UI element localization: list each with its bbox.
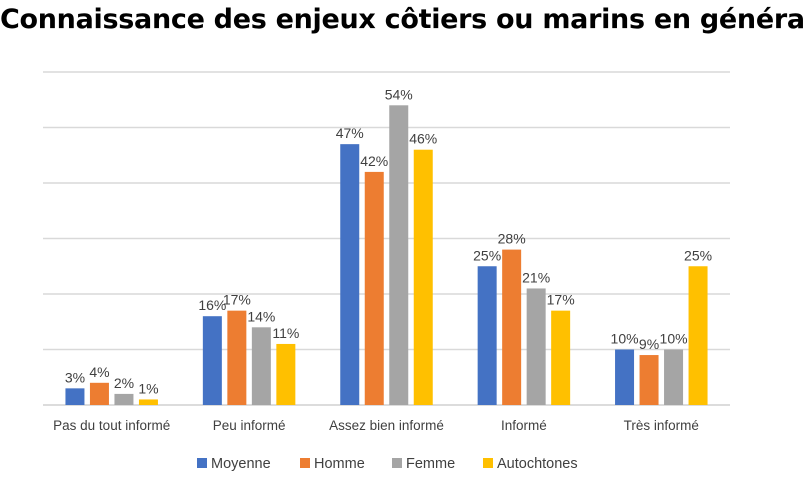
legend-swatch-homme bbox=[300, 458, 310, 468]
bar-femme-4 bbox=[526, 288, 546, 405]
bar-homme-5 bbox=[639, 355, 659, 405]
data-label: 11% bbox=[272, 325, 299, 341]
data-label: 28% bbox=[498, 231, 526, 247]
data-label: 42% bbox=[360, 153, 388, 169]
legend-label-homme: Homme bbox=[314, 456, 365, 472]
bar-moyenne-5 bbox=[615, 349, 635, 405]
data-label: 21% bbox=[522, 269, 550, 285]
data-label: 47% bbox=[336, 125, 364, 141]
bar-autochtones-4 bbox=[551, 310, 571, 405]
category-label: Pas du tout informé bbox=[53, 418, 170, 433]
data-label: 17% bbox=[547, 292, 575, 308]
bar-femme-3 bbox=[389, 105, 409, 406]
legend-swatch-femme bbox=[392, 458, 402, 468]
bar-moyenne-4 bbox=[477, 266, 497, 405]
data-label: 16% bbox=[198, 297, 226, 313]
bar-moyenne-1 bbox=[65, 388, 85, 405]
legend-swatch-moyenne bbox=[197, 458, 207, 468]
category-label: Informé bbox=[501, 418, 547, 433]
category-label: Peu informé bbox=[213, 418, 286, 433]
bar-autochtones-1 bbox=[138, 399, 158, 405]
legend-label-femme: Femme bbox=[406, 456, 455, 472]
bar-femme-5 bbox=[664, 349, 684, 405]
bar-autochtones-3 bbox=[413, 149, 433, 405]
data-label: 25% bbox=[473, 247, 501, 263]
data-label: 9% bbox=[639, 336, 659, 352]
legend-swatch-autochtones bbox=[483, 458, 493, 468]
data-label: 2% bbox=[114, 375, 134, 391]
bar-moyenne-2 bbox=[202, 316, 222, 405]
data-label: 10% bbox=[611, 331, 639, 347]
data-label: 4% bbox=[89, 364, 109, 380]
data-label: 3% bbox=[65, 369, 85, 385]
data-label: 46% bbox=[409, 131, 437, 147]
data-label: 10% bbox=[660, 331, 688, 347]
bar-femme-2 bbox=[251, 327, 271, 405]
bar-moyenne-3 bbox=[340, 144, 360, 405]
category-label: Assez bien informé bbox=[329, 418, 444, 433]
data-label: 14% bbox=[247, 308, 275, 324]
bar-autochtones-5 bbox=[688, 266, 708, 405]
bar-homme-1 bbox=[89, 382, 109, 405]
bar-homme-2 bbox=[227, 310, 247, 405]
legend-label-autochtones: Autochtones bbox=[497, 456, 578, 472]
chart-title: Connaissance des enjeux côtiers ou marin… bbox=[0, 4, 807, 35]
data-label: 25% bbox=[684, 247, 712, 263]
bar-femme-1 bbox=[114, 393, 134, 405]
category-label: Très informé bbox=[624, 418, 699, 433]
legend-label-moyenne: Moyenne bbox=[211, 456, 271, 472]
data-label: 17% bbox=[223, 292, 251, 308]
data-label: 54% bbox=[385, 86, 413, 102]
data-label: 1% bbox=[138, 380, 158, 396]
bar-autochtones-2 bbox=[276, 343, 296, 405]
bar-homme-4 bbox=[502, 249, 522, 405]
bar-homme-3 bbox=[364, 171, 384, 405]
